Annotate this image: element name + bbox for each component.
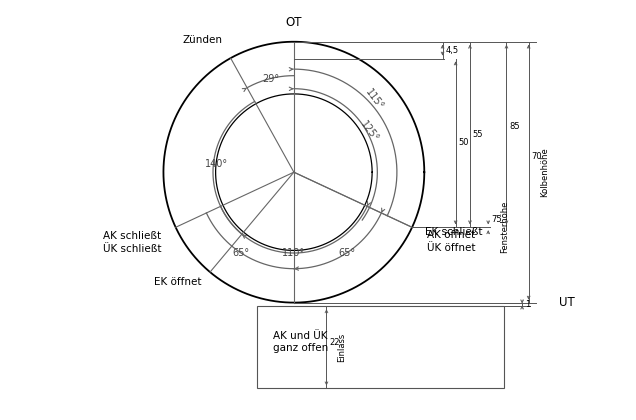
Text: 85: 85: [509, 122, 520, 131]
Text: 70: 70: [531, 152, 542, 161]
Text: UT: UT: [558, 296, 574, 309]
Text: 75: 75: [491, 215, 501, 224]
Text: EK öffnet: EK öffnet: [154, 277, 202, 287]
Text: 110°: 110°: [282, 248, 305, 258]
Text: Einlass: Einlass: [337, 333, 346, 362]
Text: 29°: 29°: [262, 74, 279, 84]
Text: AK und ÜK
ganz offen: AK und ÜK ganz offen: [273, 331, 328, 353]
Text: 65°: 65°: [338, 248, 355, 258]
Text: ÜK öffnet: ÜK öffnet: [427, 243, 475, 253]
Bar: [258, 306, 504, 388]
Text: 140°: 140°: [205, 159, 228, 169]
Text: 125°: 125°: [359, 119, 381, 144]
Text: 50: 50: [458, 139, 469, 147]
Text: 4,5: 4,5: [445, 46, 459, 55]
Text: AK öffnet: AK öffnet: [427, 230, 474, 240]
Text: AK schließt: AK schließt: [103, 231, 162, 241]
Text: Zünden: Zünden: [183, 35, 223, 45]
Text: 1: 1: [525, 300, 530, 309]
Text: EK schließt: EK schließt: [425, 227, 483, 237]
Text: Fensterhöhe: Fensterhöhe: [500, 201, 509, 254]
Text: 115°: 115°: [363, 87, 385, 112]
Text: Kolbenhöhe: Kolbenhöhe: [541, 147, 550, 197]
Text: 55: 55: [473, 130, 483, 139]
Text: OT: OT: [286, 16, 302, 29]
Text: 65°: 65°: [233, 248, 250, 258]
Text: 22: 22: [329, 338, 340, 346]
Text: ÜK schließt: ÜK schließt: [103, 244, 162, 255]
